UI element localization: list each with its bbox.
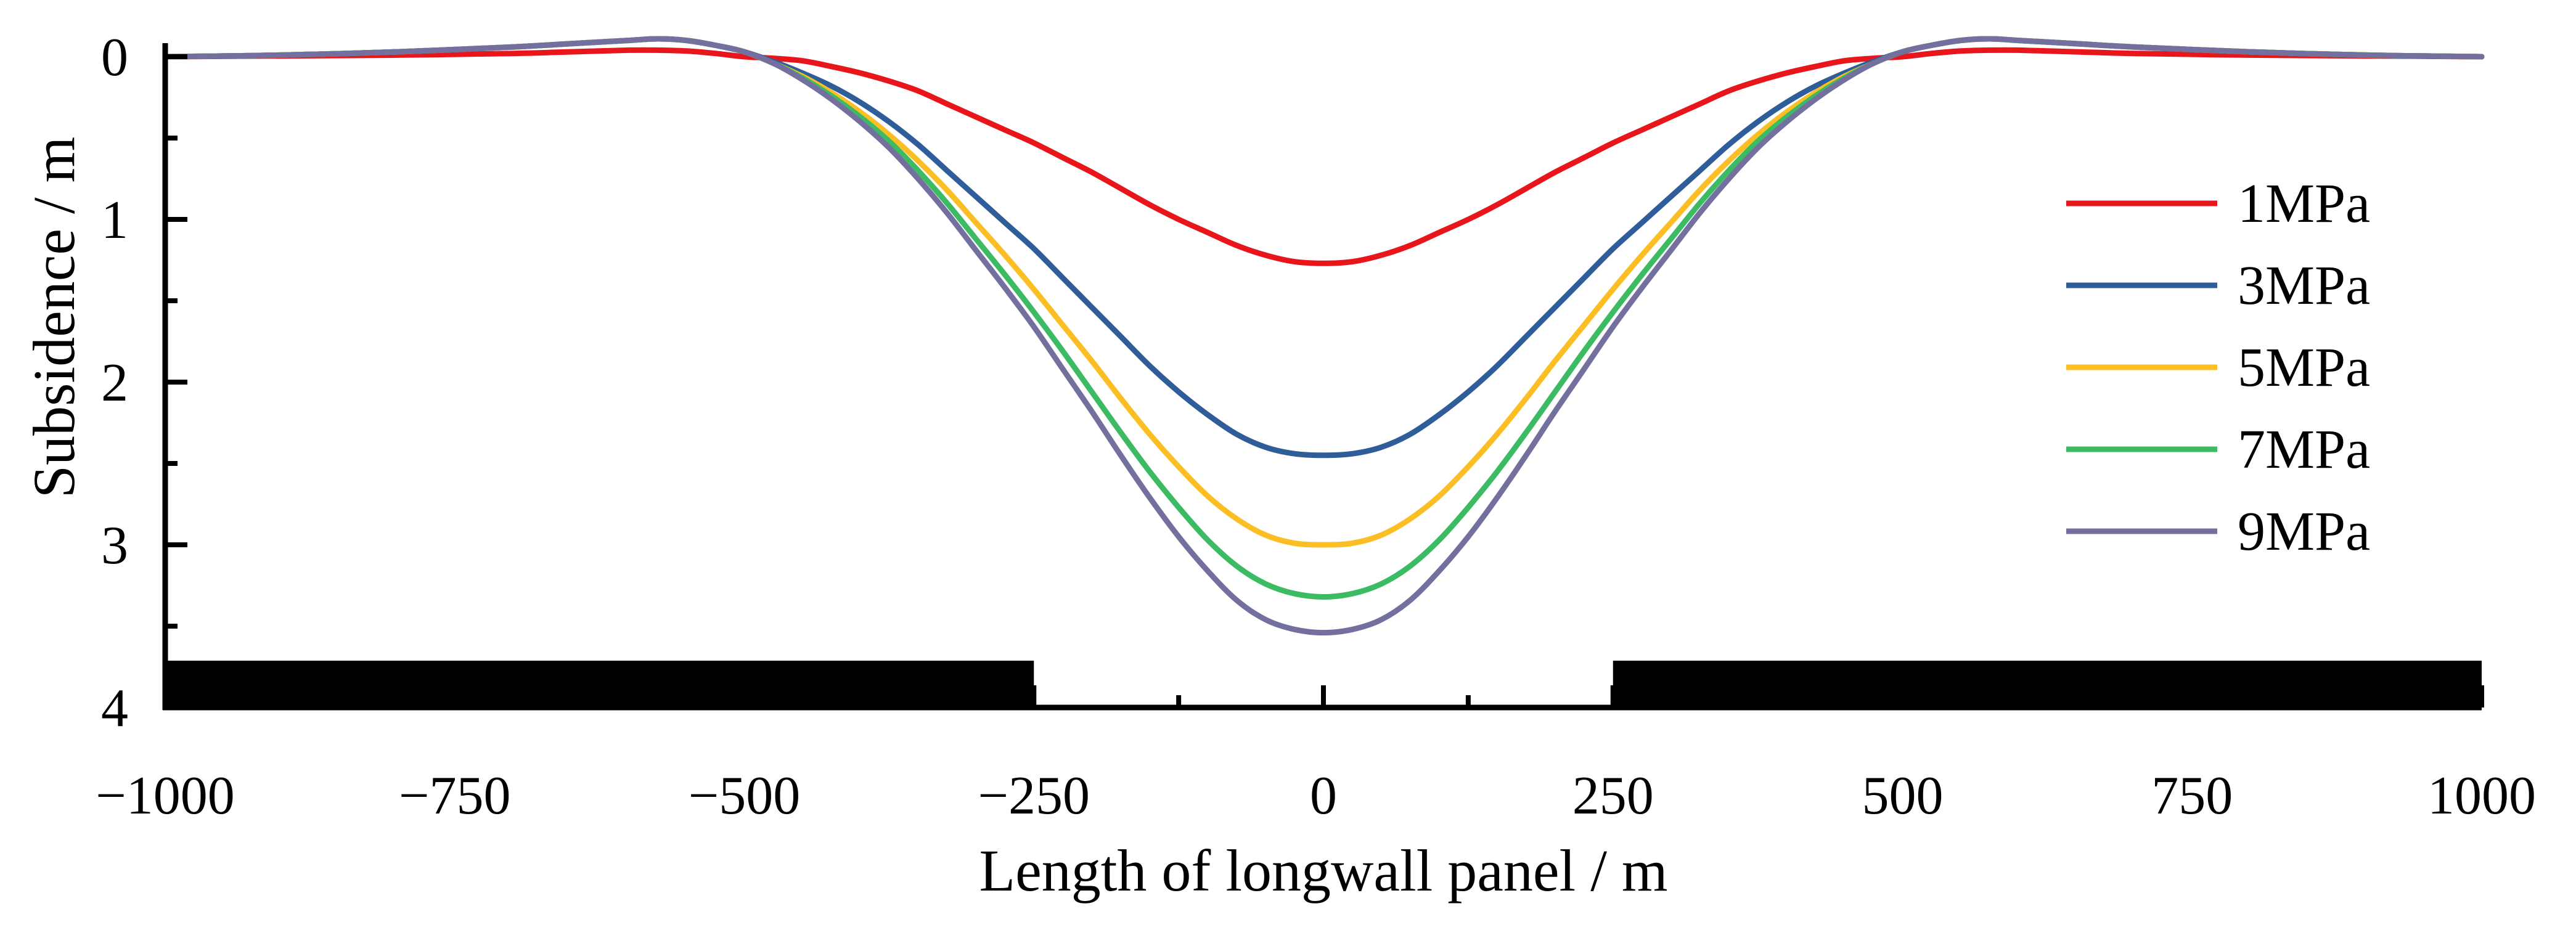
series-line-5MPa: [162, 36, 2485, 548]
legend-label: 9MPa: [2238, 501, 2370, 562]
x-tick-label: 750: [2151, 766, 2233, 826]
legend-label: 3MPa: [2238, 255, 2370, 316]
legend-label: 5MPa: [2238, 337, 2370, 398]
curves-layer: [162, 36, 2485, 636]
x-tick-label: −500: [689, 766, 801, 826]
y-tick-label: 3: [101, 516, 128, 576]
series-line-7MPa: [162, 36, 2485, 600]
x-axis-title: Length of longwall panel / m: [979, 838, 1667, 903]
legend-label: 7MPa: [2238, 419, 2370, 480]
legend-label: 1MPa: [2238, 173, 2370, 234]
x-tick-label: 0: [1310, 766, 1337, 826]
legend: 1MPa 3MPa 5MPa 7MPa 9MPa: [2066, 173, 2370, 562]
x-tick-label: −250: [978, 766, 1090, 826]
axes-layer: [162, 43, 2482, 711]
x-tick-label: 1000: [2427, 766, 2536, 826]
x-tick-label: 500: [1862, 766, 1944, 826]
x-ticks: −1000 −750 −500 −250 0 250 500 750 1000: [96, 685, 2536, 826]
series-line-1MPa: [162, 47, 2485, 266]
x-tick-label: −1000: [96, 766, 235, 826]
x-tick-label: −750: [399, 766, 511, 826]
y-tick-label: 4: [101, 679, 128, 738]
y-tick-label: 0: [101, 28, 128, 88]
y-axis-title: Subsidence / m: [21, 137, 87, 499]
y-tick-label: 1: [101, 190, 128, 250]
series-line-3MPa: [162, 36, 2485, 459]
y-tick-label: 2: [101, 353, 128, 413]
y-ticks: 0 1 2 3 4: [101, 28, 187, 738]
series-line-9MPa: [162, 36, 2485, 636]
x-tick-label: 250: [1572, 766, 1654, 826]
